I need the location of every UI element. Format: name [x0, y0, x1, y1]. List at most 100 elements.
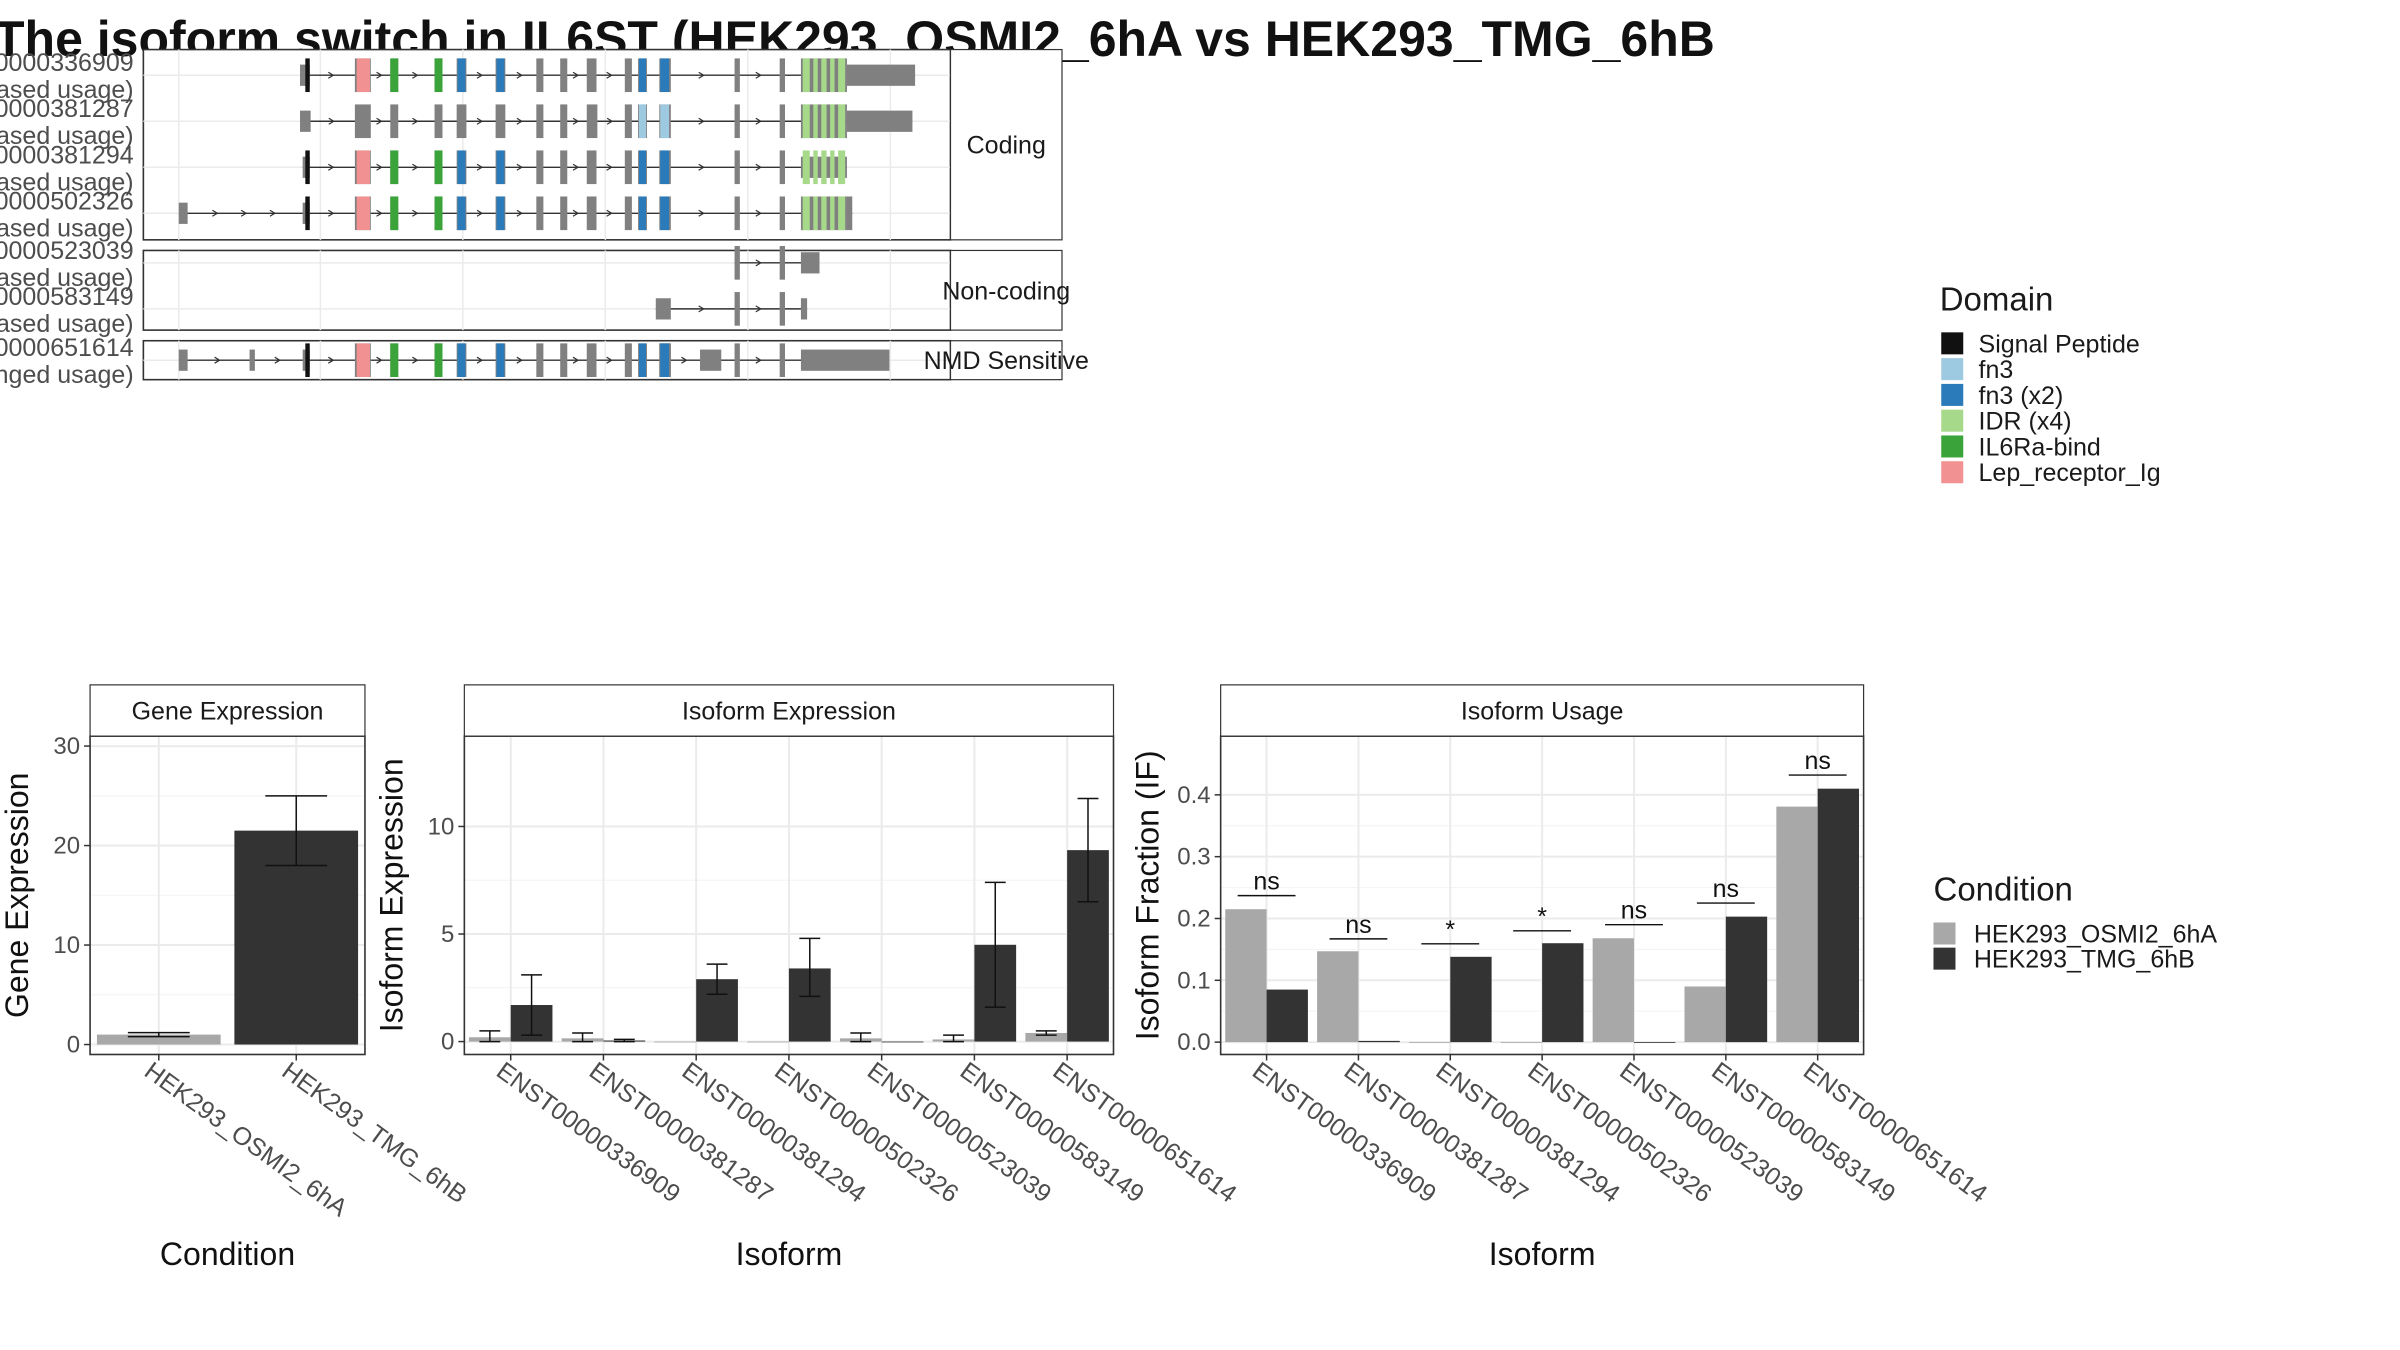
domain-il6ra-bind [434, 150, 443, 185]
exon [846, 110, 913, 132]
domain-fn3-x2- [660, 150, 670, 185]
intron-arrow [328, 71, 335, 79]
condition-legend-title: Condition [1933, 871, 2072, 908]
bar [96, 1034, 221, 1045]
intron-arrow [274, 356, 281, 364]
y-axis-label: Isoform Fraction (IF) [1130, 750, 1166, 1040]
significance-label: ns [1804, 747, 1830, 775]
domain-legend-swatch [1941, 332, 1964, 355]
exon [536, 150, 544, 185]
intron-arrow [476, 71, 484, 79]
bar [1500, 1042, 1543, 1043]
intron-arrow [606, 209, 613, 217]
chart-title: Isoform Expression [682, 697, 896, 725]
exon [734, 58, 740, 93]
intron-arrow [412, 117, 419, 125]
exon [586, 343, 597, 378]
domain-il6ra-bind [434, 58, 443, 93]
condition-legend-label: HEK293_TMG_6hB [1974, 946, 2195, 974]
domain-idr [821, 196, 827, 231]
exon [734, 150, 740, 185]
bar [1725, 916, 1768, 1043]
bar [1817, 788, 1860, 1043]
intron-arrow [328, 117, 335, 125]
transcript-usage-label: (Decreased usage) [0, 264, 134, 292]
intron-arrow [606, 117, 614, 125]
intron-arrow [476, 117, 484, 125]
y-tick-label: 0.3 [1177, 844, 1210, 871]
y-tick-label: 0.2 [1177, 905, 1210, 932]
transcript-id-label: ENST00000381294 [0, 141, 134, 169]
domain-lep-receptor-ig [356, 196, 370, 231]
domain-legend-label: fn3 (x2) [1979, 382, 2064, 410]
intron-arrow [606, 356, 613, 364]
exon [586, 196, 597, 231]
intron-arrow [698, 305, 705, 313]
intron-arrow [376, 117, 383, 125]
intron-arrow [516, 117, 523, 125]
transcript-id-label: ENST00000381287 [0, 95, 134, 123]
intron-arrow [328, 356, 335, 364]
significance-label: ns [1253, 868, 1279, 896]
intron-arrow [755, 163, 762, 171]
domain-idr [838, 150, 846, 185]
domain-il6ra-bind [434, 343, 443, 378]
domain-idr [802, 104, 810, 139]
domain-lep-receptor-ig [356, 343, 370, 378]
exon [779, 58, 785, 93]
domain-fn3-x2- [638, 58, 647, 93]
exon [734, 292, 740, 326]
intron-arrow [240, 209, 248, 217]
intron-arrow [516, 163, 523, 171]
exon [560, 58, 568, 93]
intron-arrow [572, 209, 580, 217]
domain-idr [802, 196, 810, 231]
domain-idr [821, 58, 827, 93]
significance-label: * [1445, 916, 1455, 944]
exon [734, 104, 740, 139]
transcript-usage-label: (Increased usage) [0, 168, 134, 196]
domain-legend-title: Domain [1940, 281, 2054, 318]
exon [800, 252, 820, 274]
intron-arrow [516, 356, 523, 364]
y-tick-label: 0.1 [1177, 967, 1210, 994]
transcript-ENST00000651614: ENST00000651614(Unchanged usage) [0, 334, 890, 389]
y-tick-label: 0 [441, 1029, 454, 1056]
intron-arrow [606, 163, 613, 171]
intron-arrow [376, 163, 383, 171]
bar [1408, 1042, 1451, 1043]
exon [779, 292, 785, 326]
domain-idr [813, 150, 818, 185]
bar [1225, 909, 1267, 1043]
bar [1684, 986, 1726, 1043]
exon [536, 343, 544, 378]
intron-arrow [681, 356, 688, 364]
intron-arrow [412, 356, 419, 364]
exon [779, 104, 785, 139]
transcript-usage-label: (Increased usage) [0, 214, 134, 242]
structure-panel-nmd-sensitive: NMD Sensitive ENST00000651614(Unchanged u… [0, 334, 1089, 389]
y-tick-label: 30 [53, 733, 80, 760]
exon [536, 196, 544, 231]
exon [560, 343, 568, 378]
domain-fn3-x2- [660, 196, 670, 231]
intron-arrow [212, 209, 219, 217]
bar [1450, 956, 1492, 1043]
exon [354, 104, 371, 139]
domain-legend-label: IDR (x4) [1979, 408, 2072, 436]
domain-idr [830, 196, 835, 231]
domain-idr [813, 104, 818, 139]
bar [1633, 1042, 1676, 1043]
transcript-ENST00000583149: ENST00000583149(Increased usage) [0, 283, 808, 338]
domain-fn3-x2- [457, 150, 466, 185]
exon [624, 150, 632, 185]
domain-idr [802, 150, 810, 185]
x-axis-label: Isoform [736, 1236, 843, 1272]
y-axis-label: Isoform Expression [373, 758, 409, 1032]
intron-arrow [412, 209, 419, 217]
domain-idr [821, 104, 827, 139]
domain-idr [838, 104, 846, 139]
exon [734, 246, 740, 280]
domain-idr [813, 196, 818, 231]
